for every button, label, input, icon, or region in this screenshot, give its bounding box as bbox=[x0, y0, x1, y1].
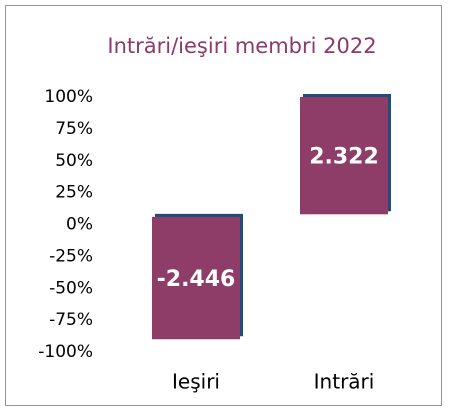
bar bbox=[300, 97, 388, 215]
y-tick-label: 0% bbox=[66, 215, 93, 235]
bar-label: -2.446 bbox=[157, 267, 236, 292]
y-tick-label: -50% bbox=[49, 278, 93, 298]
y-tick-label: 25% bbox=[55, 183, 93, 203]
y-tick-label: -75% bbox=[49, 310, 93, 330]
y-tick-label: -25% bbox=[49, 246, 93, 266]
y-tick-label: 75% bbox=[55, 119, 93, 139]
x-tick-label: Intrări bbox=[314, 370, 375, 394]
x-tick-label: Ieşiri bbox=[172, 370, 220, 394]
bar-label: 2.322 bbox=[309, 145, 379, 170]
bar bbox=[152, 216, 240, 340]
y-tick-label: 100% bbox=[44, 87, 93, 107]
y-tick-label: 50% bbox=[55, 151, 93, 171]
chart-title: Intrări/ieşiri membri 2022 bbox=[107, 34, 376, 58]
y-tick-label: -100% bbox=[38, 342, 93, 362]
